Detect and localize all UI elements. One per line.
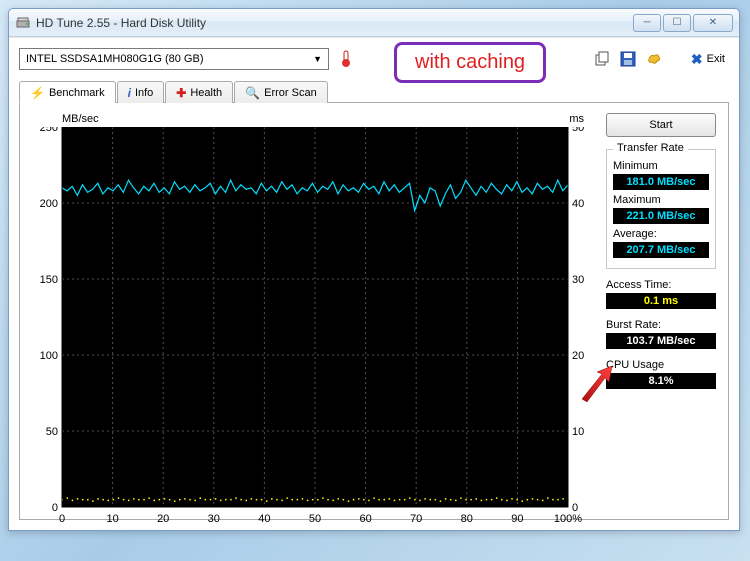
svg-text:20: 20 xyxy=(572,350,584,362)
maximize-button[interactable]: ☐ xyxy=(663,14,691,32)
max-value: 221.0 MB/sec xyxy=(613,208,709,224)
svg-text:10: 10 xyxy=(572,426,584,438)
error-scan-icon: 🔍 xyxy=(245,87,260,99)
hd-icon xyxy=(15,15,31,31)
tab-error-scan[interactable]: 🔍 Error Scan xyxy=(234,81,328,103)
temperature-icon[interactable] xyxy=(337,50,355,68)
tab-benchmark[interactable]: ⚡ Benchmark xyxy=(19,81,116,103)
burst-value: 103.7 MB/sec xyxy=(606,333,716,349)
svg-text:40: 40 xyxy=(572,198,584,210)
benchmark-chart: 0102030405060708090100%00501010020150302… xyxy=(32,127,592,507)
svg-text:50: 50 xyxy=(572,127,584,134)
svg-text:50: 50 xyxy=(309,513,321,525)
save-icon[interactable] xyxy=(619,50,637,68)
y-left-label: MB/sec xyxy=(62,113,99,125)
tab-content: MB/sec ms 0102030405060708090100%0050101… xyxy=(19,103,729,520)
drive-select[interactable]: INTEL SSDSA1MH080G1G (80 GB) ▼ xyxy=(19,48,329,70)
info-icon: i xyxy=(128,87,131,99)
exit-x-icon: ✖ xyxy=(691,51,703,68)
svg-text:60: 60 xyxy=(359,513,371,525)
svg-text:50: 50 xyxy=(46,426,58,438)
svg-text:0: 0 xyxy=(572,502,578,514)
svg-text:100: 100 xyxy=(40,350,58,362)
tab-info[interactable]: i Info xyxy=(117,81,165,103)
transfer-rate-legend: Transfer Rate xyxy=(613,142,688,154)
svg-text:90: 90 xyxy=(511,513,523,525)
svg-text:0: 0 xyxy=(52,502,58,514)
exit-label: Exit xyxy=(707,53,725,65)
drive-select-value: INTEL SSDSA1MH080G1G (80 GB) xyxy=(26,53,204,65)
copy-icon[interactable] xyxy=(593,50,611,68)
options-icon[interactable] xyxy=(645,50,663,68)
minimize-button[interactable]: ─ xyxy=(633,14,661,32)
chart-area: MB/sec ms 0102030405060708090100%0050101… xyxy=(32,113,592,507)
avg-label: Average: xyxy=(613,228,709,240)
max-label: Maximum xyxy=(613,194,709,206)
svg-text:10: 10 xyxy=(106,513,118,525)
svg-text:0: 0 xyxy=(59,513,65,525)
close-button[interactable]: ✕ xyxy=(693,14,733,32)
content-area: INTEL SSDSA1MH080G1G (80 GB) ▼ with cach… xyxy=(9,37,739,530)
avg-value: 207.7 MB/sec xyxy=(613,242,709,258)
svg-text:40: 40 xyxy=(258,513,270,525)
svg-text:250: 250 xyxy=(40,127,58,134)
burst-label: Burst Rate: xyxy=(606,319,716,331)
health-icon: ✚ xyxy=(176,87,186,99)
start-button[interactable]: Start xyxy=(606,113,716,137)
cpu-label: CPU Usage xyxy=(606,359,716,371)
titlebar: HD Tune 2.55 - Hard Disk Utility ─ ☐ ✕ xyxy=(9,9,739,37)
stats-panel: Start Transfer Rate Minimum 181.0 MB/sec… xyxy=(606,113,716,507)
access-label: Access Time: xyxy=(606,279,716,291)
access-value: 0.1 ms xyxy=(606,293,716,309)
cpu-value: 8.1% xyxy=(606,373,716,389)
caching-annotation: with caching xyxy=(394,42,546,83)
svg-text:70: 70 xyxy=(410,513,422,525)
app-window: HD Tune 2.55 - Hard Disk Utility ─ ☐ ✕ I… xyxy=(8,8,740,531)
dropdown-icon: ▼ xyxy=(313,54,322,64)
benchmark-icon: ⚡ xyxy=(30,87,45,99)
toolbar: INTEL SSDSA1MH080G1G (80 GB) ▼ with cach… xyxy=(19,48,729,70)
exit-button[interactable]: ✖ Exit xyxy=(687,49,729,70)
svg-text:100%: 100% xyxy=(554,513,582,525)
window-title: HD Tune 2.55 - Hard Disk Utility xyxy=(36,16,633,30)
tab-health[interactable]: ✚ Health xyxy=(165,81,233,103)
svg-text:200: 200 xyxy=(40,198,58,210)
svg-text:80: 80 xyxy=(461,513,473,525)
tab-bar: ⚡ Benchmark i Info ✚ Health 🔍 Error Scan xyxy=(19,80,729,103)
min-value: 181.0 MB/sec xyxy=(613,174,709,190)
svg-text:30: 30 xyxy=(208,513,220,525)
min-label: Minimum xyxy=(613,160,709,172)
svg-text:150: 150 xyxy=(40,274,58,286)
y-right-label: ms xyxy=(569,113,584,125)
svg-text:30: 30 xyxy=(572,274,584,286)
transfer-rate-group: Transfer Rate Minimum 181.0 MB/sec Maxim… xyxy=(606,149,716,269)
svg-text:20: 20 xyxy=(157,513,169,525)
